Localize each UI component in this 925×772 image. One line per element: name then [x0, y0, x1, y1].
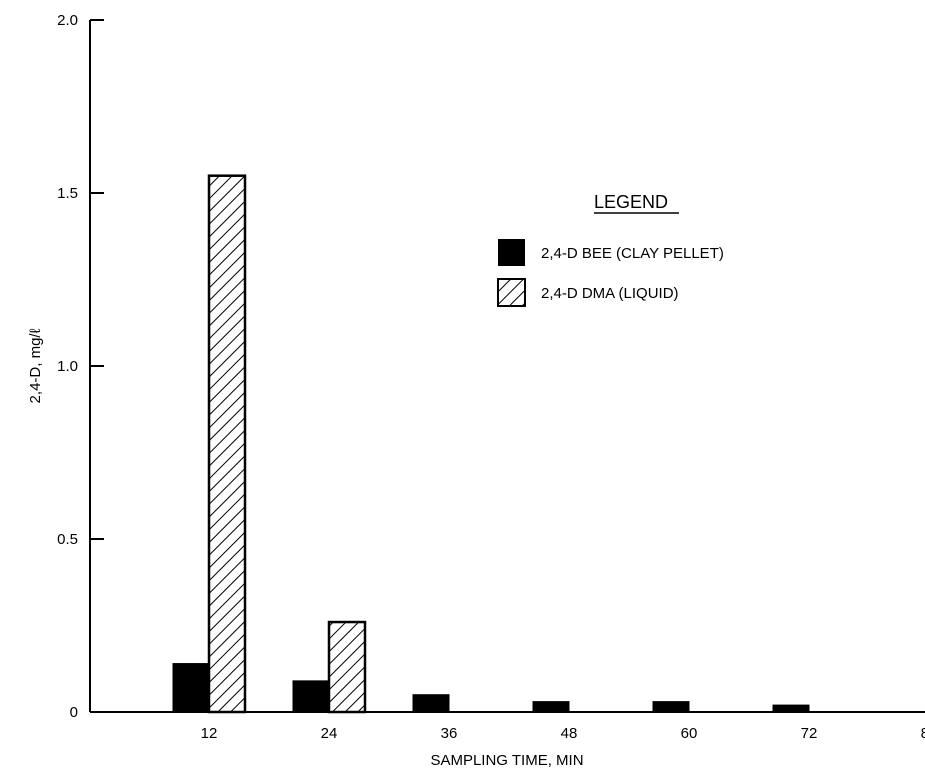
- x-tick-label: 24: [321, 725, 338, 742]
- x-tick-label: 84: [921, 725, 925, 742]
- bar-1-36: [412, 694, 450, 713]
- bar-1-24: [292, 680, 330, 713]
- y-ticks: 0 0.5 1.0 1.5 2.0: [57, 12, 104, 721]
- bar-2-24: [327, 620, 367, 714]
- y-tick-label: 0.5: [57, 531, 78, 548]
- legend-label-series-1: 2,4-D BEE (CLAY PELLET): [541, 245, 724, 262]
- legend-label-series-2: 2,4-D DMA (LIQUID): [541, 285, 679, 302]
- x-tick-label: 12: [201, 725, 218, 742]
- y-tick-label: 1.5: [57, 185, 78, 202]
- bars: [172, 174, 810, 714]
- x-axis-title: SAMPLING TIME, MIN: [430, 752, 583, 769]
- legend-swatch-hatched: [497, 278, 526, 307]
- x-tick-label: 48: [561, 725, 578, 742]
- x-tick-label: 36: [441, 725, 458, 742]
- legend: LEGEND 2,4-D BEE (CLAY PELLET) 2,4-D DMA…: [497, 192, 724, 307]
- bar-2-12: [207, 174, 247, 714]
- legend-title: LEGEND: [594, 192, 668, 212]
- y-tick-label: 2.0: [57, 12, 78, 29]
- legend-swatch-solid: [498, 239, 525, 266]
- y-axis-title: 2,4-D, mg/ℓ: [27, 328, 44, 403]
- bar-1-12: [172, 663, 210, 713]
- x-tick-label: 60: [681, 725, 698, 742]
- x-tick-label: 72: [801, 725, 818, 742]
- y-tick-label: 0: [70, 704, 78, 721]
- y-tick-label: 1.0: [57, 358, 78, 375]
- bar-1-72: [772, 704, 810, 713]
- bar-1-60: [652, 701, 690, 713]
- x-ticks: 12 24 36 48 60 72 84: [201, 725, 925, 742]
- bar-1-48: [532, 701, 570, 713]
